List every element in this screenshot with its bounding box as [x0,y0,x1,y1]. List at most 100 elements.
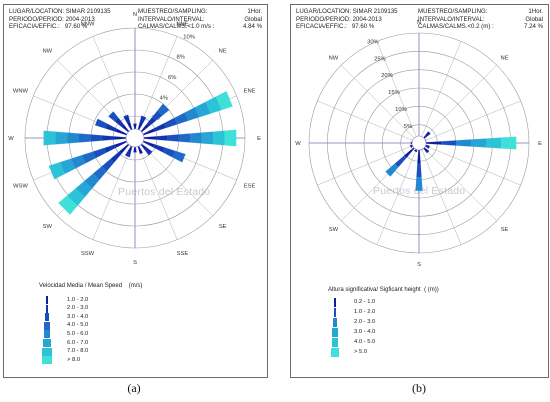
legend-swatch [330,348,340,358]
grid-spoke [418,100,521,144]
legend-title: Altura significativa/ Sigficant height (… [328,287,439,293]
legend-swatch [46,296,48,304]
petal-ene [142,91,233,136]
petal-ne [423,131,431,139]
calms-label: CALMAS/CALMS.<1.0 m/s : [138,23,215,31]
legend-item-label: 1.0 - 2.0 [67,296,89,303]
calms-value: 4.84 % [243,23,262,31]
caption-b: (b) [412,381,426,395]
direction-label: E [538,141,542,147]
legend-item-label: 4.0 - 5.0 [67,322,89,329]
period-value: 2004-2013 [65,15,95,23]
legend-swatch [42,347,52,356]
location-label: LUGAR/LOCATION: [296,8,352,15]
petal-segment [425,145,430,149]
radial-tick-label: 25% [374,56,386,62]
petal-segment [455,139,472,147]
direction-label: ESE [244,184,256,190]
petal-e [143,129,237,147]
legend-item-label: 2.0 - 3.0 [354,318,376,325]
petal-segment [440,140,457,146]
legend-item-label: 6.0 - 7.0 [67,339,89,346]
petal-segment [90,134,103,142]
radial-tick-label: 6% [168,75,176,81]
efficacy-value: 97.60 % [64,23,88,31]
petal-segment [123,114,131,124]
petal-w [43,130,127,146]
petal-segment [416,163,422,178]
calms-value: 7.24 % [524,23,543,31]
sampling-label: MUESTREO/SAMPLING: [418,8,488,15]
location-value: SIMAR 2109135 [352,8,398,15]
petal-s [133,146,137,153]
petal-segment [94,118,108,129]
legend-swatch [45,304,49,313]
panel-b-frame: LUGAR/LOCATION: SIMAR 2109135 PERIODO/PE… [290,4,549,378]
petal-nnw [123,114,133,131]
grid-spoke [317,100,420,144]
petal-segment [108,111,119,122]
petal-segment [425,141,442,145]
direction-label: N [133,12,137,18]
direction-label: E [257,136,261,142]
petal-segment [213,130,225,146]
legend-title-separator: / [84,283,87,289]
radial-tick-label: 5% [404,124,412,130]
sampling-label: MUESTREO/SAMPLING: [138,8,208,15]
petal-segment [78,133,91,143]
direction-label: NE [501,56,509,62]
grid-spoke [341,65,420,144]
petal-segment [224,129,237,147]
legend-title: Velocidad Media / Mean Speed (m/s) [39,283,142,289]
calms-label: CALMAS/CALMS.<0.2 (m) : [418,23,494,31]
petal-segment [166,134,179,142]
petal-segment [190,132,202,144]
legend-swatch [43,330,51,339]
radial-tick-label: 15% [388,90,400,96]
petal-e [425,136,517,150]
grid-spoke [418,142,462,245]
petal-segment [48,162,65,180]
petal-ssw [124,145,133,158]
sampling-value: 1Hor. [528,8,543,15]
caption-a: (a) [127,381,141,395]
petal-segment [137,122,143,131]
legend-unit: ( (m)) [424,287,439,293]
legend-item-label: 5.0 - 6.0 [67,330,89,337]
watermark: Puertos del Estado [118,186,211,198]
petal-segment [155,135,168,141]
interval-value: Global [244,15,262,23]
location-value: SIMAR 2109135 [65,8,111,15]
calms-circle [411,135,427,151]
direction-label: SW [329,227,339,233]
petal-segment [114,136,127,140]
direction-label: SE [219,224,227,230]
petal-wnw [94,118,128,136]
direction-label: NE [219,49,227,55]
grid-spoke [418,142,497,221]
grid-spoke [376,41,420,144]
direction-label: NW [42,49,52,55]
legend-swatch [41,356,53,365]
petal-segment [486,137,502,149]
direction-label: N [417,20,421,26]
panel-a-header-left: LUGAR/LOCATION: SIMAR 2109135 PERIODO/PE… [9,8,111,31]
petal-segment [139,115,147,124]
legend-item-label: > 5.0 [354,348,368,355]
direction-label: SSW [81,251,95,257]
radial-tick-label: 20% [381,73,393,79]
petal-segment [67,132,80,144]
petal-segment [417,149,421,164]
petal-segment [115,128,128,136]
wave-rose-chart: 5% 10% 15% 20% 25% 30% N NE E SE S SW W NW [295,20,542,268]
legend-title-part-2: Mean Speed [88,283,123,289]
petal-segment [201,131,214,145]
grid-spoke [134,137,178,240]
petal-segment [144,147,153,156]
petal-n [133,123,137,130]
panel-b-header-right: MUESTREO/SAMPLING: 1Hor. INTERVALO/INTERV… [418,8,543,31]
radial-tick-label: 30% [367,39,379,45]
petal-wsw [48,140,128,180]
petal-sw [58,143,130,215]
legend-swatch [332,328,338,338]
